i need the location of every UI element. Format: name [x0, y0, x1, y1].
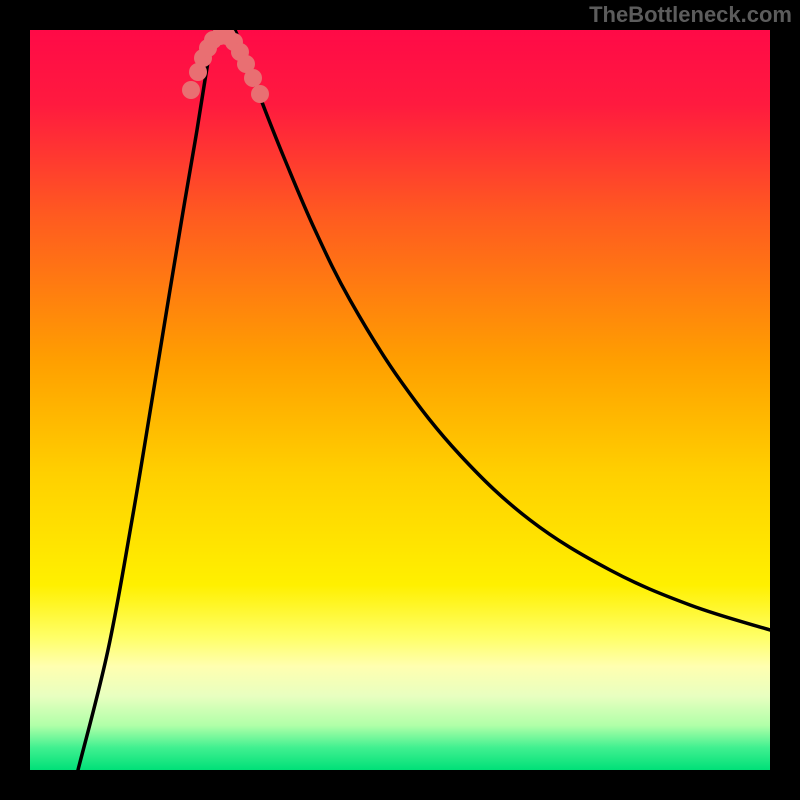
valley-marker [251, 85, 269, 103]
valley-marker [182, 81, 200, 99]
valley-marker [244, 69, 262, 87]
bottleneck-curve-plot [0, 0, 800, 800]
gradient-background [30, 30, 770, 770]
chart-frame: TheBottleneck.com [0, 0, 800, 800]
source-watermark: TheBottleneck.com [589, 2, 792, 28]
